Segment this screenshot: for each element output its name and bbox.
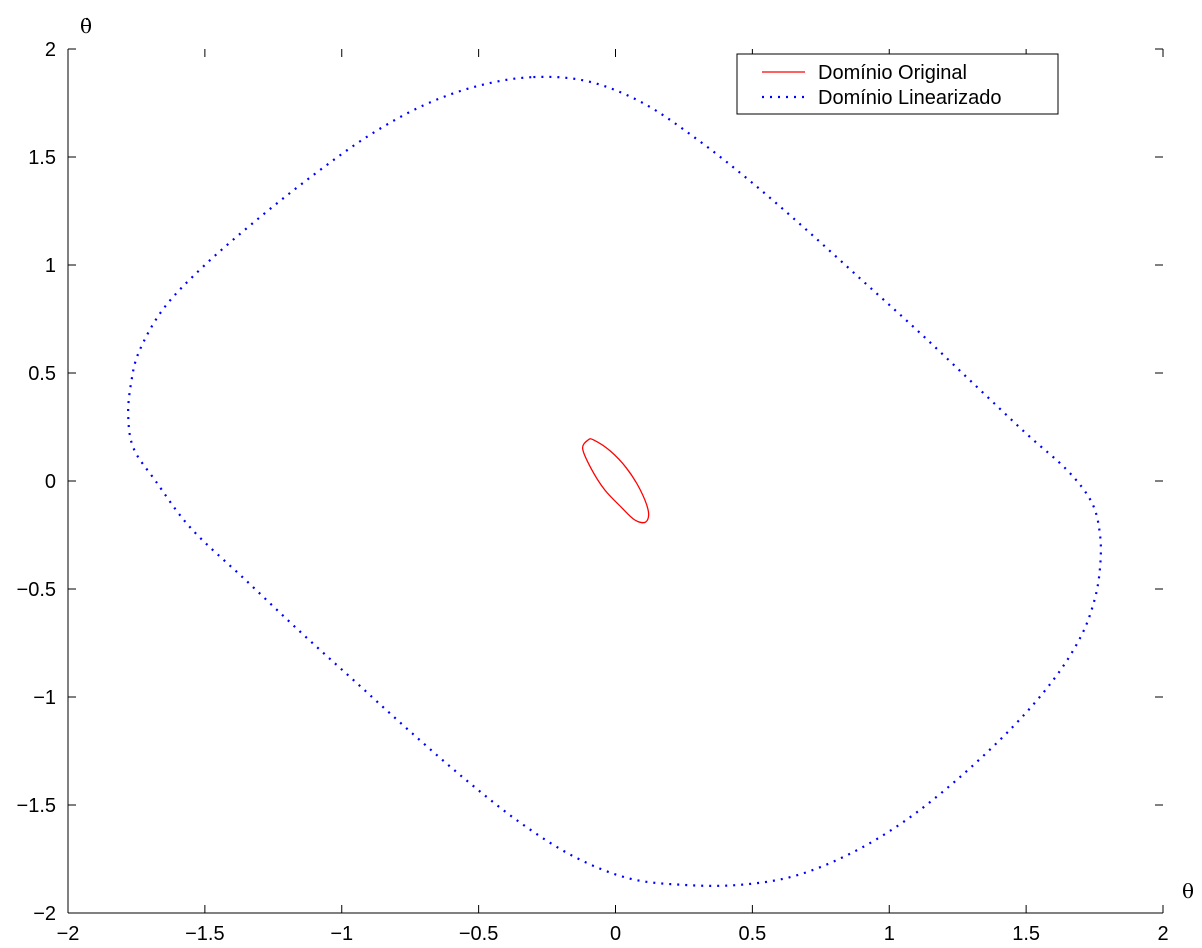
y-tick-label: 0 [45,471,56,493]
x-tick-label: 1 [884,923,895,945]
series-dominio-linearizado [127,75,1102,887]
y-tick-label: 2 [45,39,56,61]
x-tick-label: −0.5 [459,923,498,945]
y-tick-label: −1.5 [17,795,56,817]
y-tick-label: −1 [33,687,56,709]
legend-box [736,53,1059,115]
y-tick-label: 1.5 [28,147,56,169]
y-axis-label: θ̇ [80,14,92,38]
x-tick-label: −1.5 [185,923,224,945]
x-tick-label: 2 [1157,923,1168,945]
legend-label-original: Domínio Original [818,62,967,84]
legend-label-linearized: Domínio Linearizado [818,87,1001,109]
x-ticks: −2 −1.5 −1 −0.5 0 0.5 1 1.5 2 [57,49,1169,945]
legend: Domínio Original Domínio Linearizado [736,53,1059,115]
plot-background [68,49,1163,913]
y-tick-label: −2 [33,903,56,925]
y-tick-label: 0.5 [28,363,56,385]
x-tick-label: 0 [610,923,621,945]
x-tick-label: −1 [330,923,353,945]
x-axis-label: θ [1182,879,1194,903]
series-layer [127,75,1102,887]
series-dominio-original [581,438,650,524]
y-ticks: −2 −1.5 −1 −0.5 0 0.5 1 1.5 2 [17,39,1163,925]
y-tick-label: −0.5 [17,579,56,601]
x-tick-label: 1.5 [1012,923,1040,945]
x-tick-label: −2 [57,923,80,945]
x-tick-label: 0.5 [738,923,766,945]
y-tick-label: 1 [45,255,56,277]
